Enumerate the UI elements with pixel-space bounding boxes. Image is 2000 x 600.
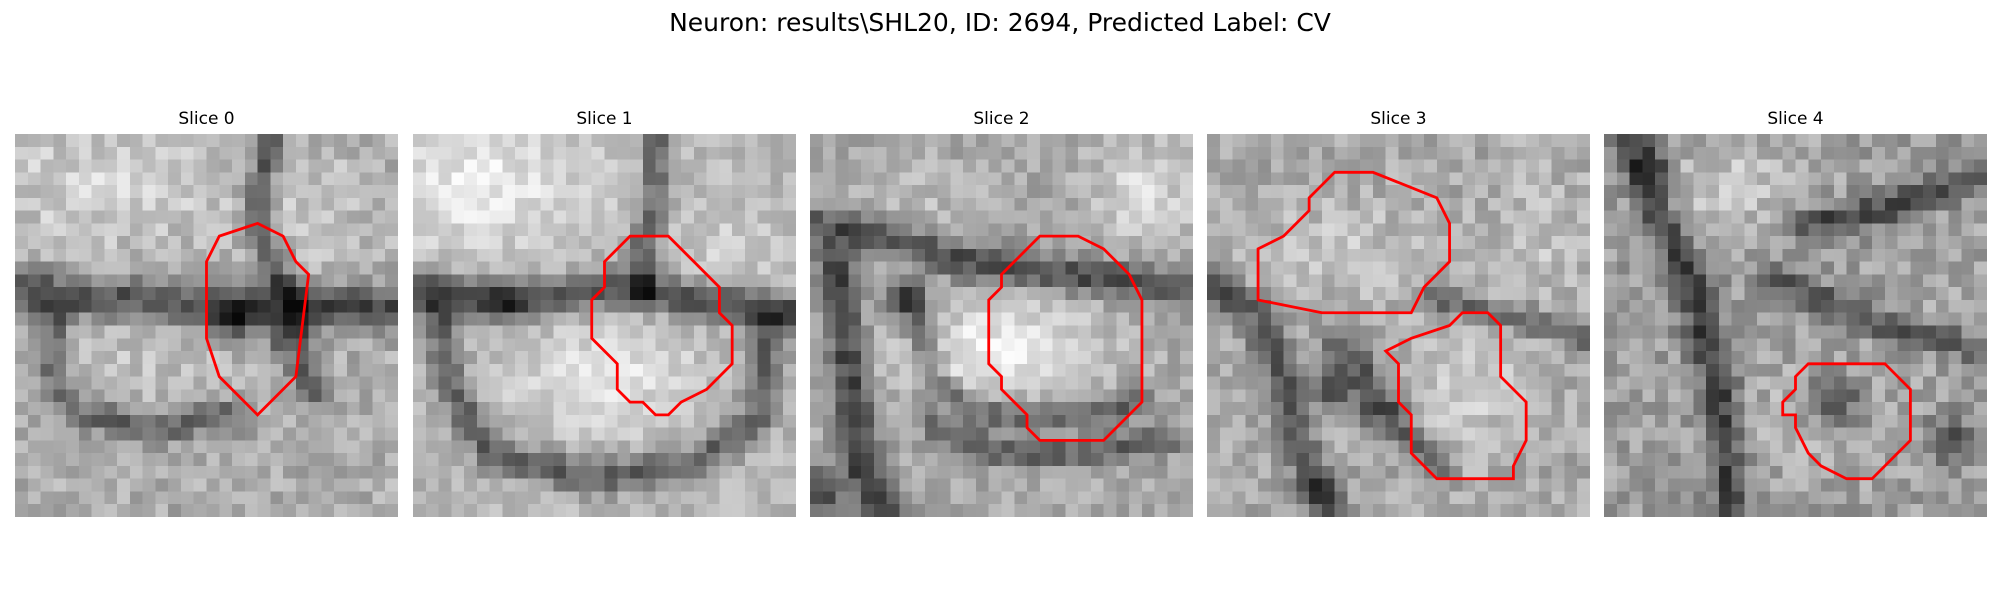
slice-title-3: Slice 3 xyxy=(1370,109,1427,129)
slice-image-1 xyxy=(413,134,796,517)
slice-panel-1: Slice 1 xyxy=(413,108,796,518)
slice-panel-4: Slice 4 xyxy=(1604,108,1987,518)
segmentation-contour xyxy=(1781,362,1912,481)
slice-panel-3: Slice 3 xyxy=(1207,108,1590,518)
slice-image-3 xyxy=(1207,134,1590,517)
segmentation-contour xyxy=(590,234,734,417)
segmentation-contour xyxy=(987,234,1144,442)
slice-title-4: Slice 4 xyxy=(1767,109,1824,129)
slice-panel-0: Slice 0 xyxy=(15,108,398,518)
slice-title-0: Slice 0 xyxy=(178,109,235,129)
slice-title-1: Slice 1 xyxy=(576,109,633,129)
slice-image-2 xyxy=(810,134,1193,517)
slice-image-4 xyxy=(1604,134,1987,517)
segmentation-contour xyxy=(1256,170,1451,315)
figure-title: Neuron: results\SHL20, ID: 2694, Predict… xyxy=(669,8,1331,37)
slice-image-0 xyxy=(15,134,398,517)
slice-title-2: Slice 2 xyxy=(973,109,1030,129)
segmentation-contour xyxy=(1383,311,1528,481)
slice-panel-2: Slice 2 xyxy=(810,108,1193,518)
segmentation-contour xyxy=(205,221,311,417)
